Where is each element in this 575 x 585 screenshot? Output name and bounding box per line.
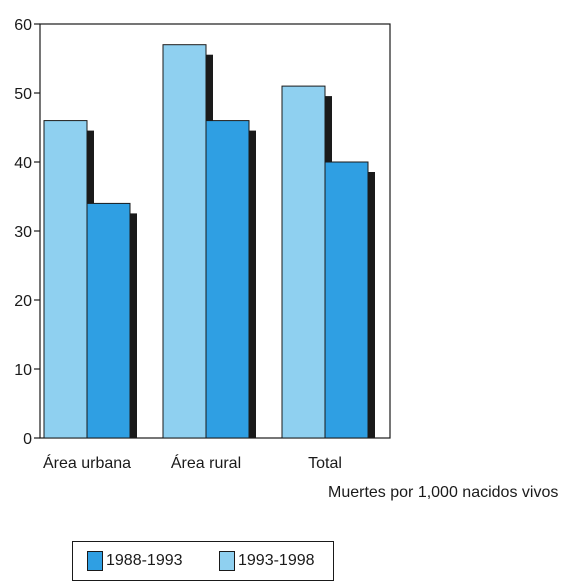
- bar-area-urbana-1993-1998: [43, 120, 88, 439]
- legend: 1988-1993 1993-1998: [72, 541, 334, 581]
- bar-shadow-area-rural-1988-1993: [249, 130, 256, 438]
- y-tick-label-10: 10: [14, 362, 32, 379]
- bar-total-1988-1993: [324, 161, 369, 439]
- legend-swatch-1988-1993: [87, 551, 103, 571]
- legend-label-1988-1993: 1988-1993: [106, 552, 183, 569]
- legend-label-1993-1998: 1993-1998: [238, 552, 315, 569]
- x-tick-label-area-urbana: Área urbana: [43, 453, 131, 472]
- bar-shadow-total-1988-1993: [368, 172, 375, 438]
- y-tick-label-0: 0: [23, 431, 32, 448]
- y-tick-label-60: 60: [14, 17, 32, 34]
- unit-note: Muertes por 1,000 nacidos vivos: [328, 484, 559, 501]
- legend-swatch-1993-1998: [219, 551, 235, 571]
- bar-area-rural-1993-1998: [162, 44, 207, 439]
- y-tick-label-50: 50: [14, 86, 32, 103]
- y-tick-label-40: 40: [14, 155, 32, 172]
- y-tick-label-20: 20: [14, 293, 32, 310]
- bar-area-rural-1988-1993: [205, 120, 250, 439]
- bar-shadow-area-urbana-1988-1993: [130, 213, 137, 438]
- legend-item-1993-1998: 1993-1998: [219, 551, 315, 571]
- bar-chart: 0 10 20 30 40 50 60 Área urbana Área rural Total: [14, 17, 391, 472]
- bar-total-1993-1998: [281, 85, 326, 439]
- legend-item-1988-1993: 1988-1993: [87, 551, 183, 571]
- y-tick-label-30: 30: [14, 224, 32, 241]
- bar-area-urbana-1988-1993: [86, 202, 131, 439]
- x-tick-label-total: Total: [308, 455, 342, 472]
- x-tick-label-area-rural: Área rural: [171, 453, 241, 472]
